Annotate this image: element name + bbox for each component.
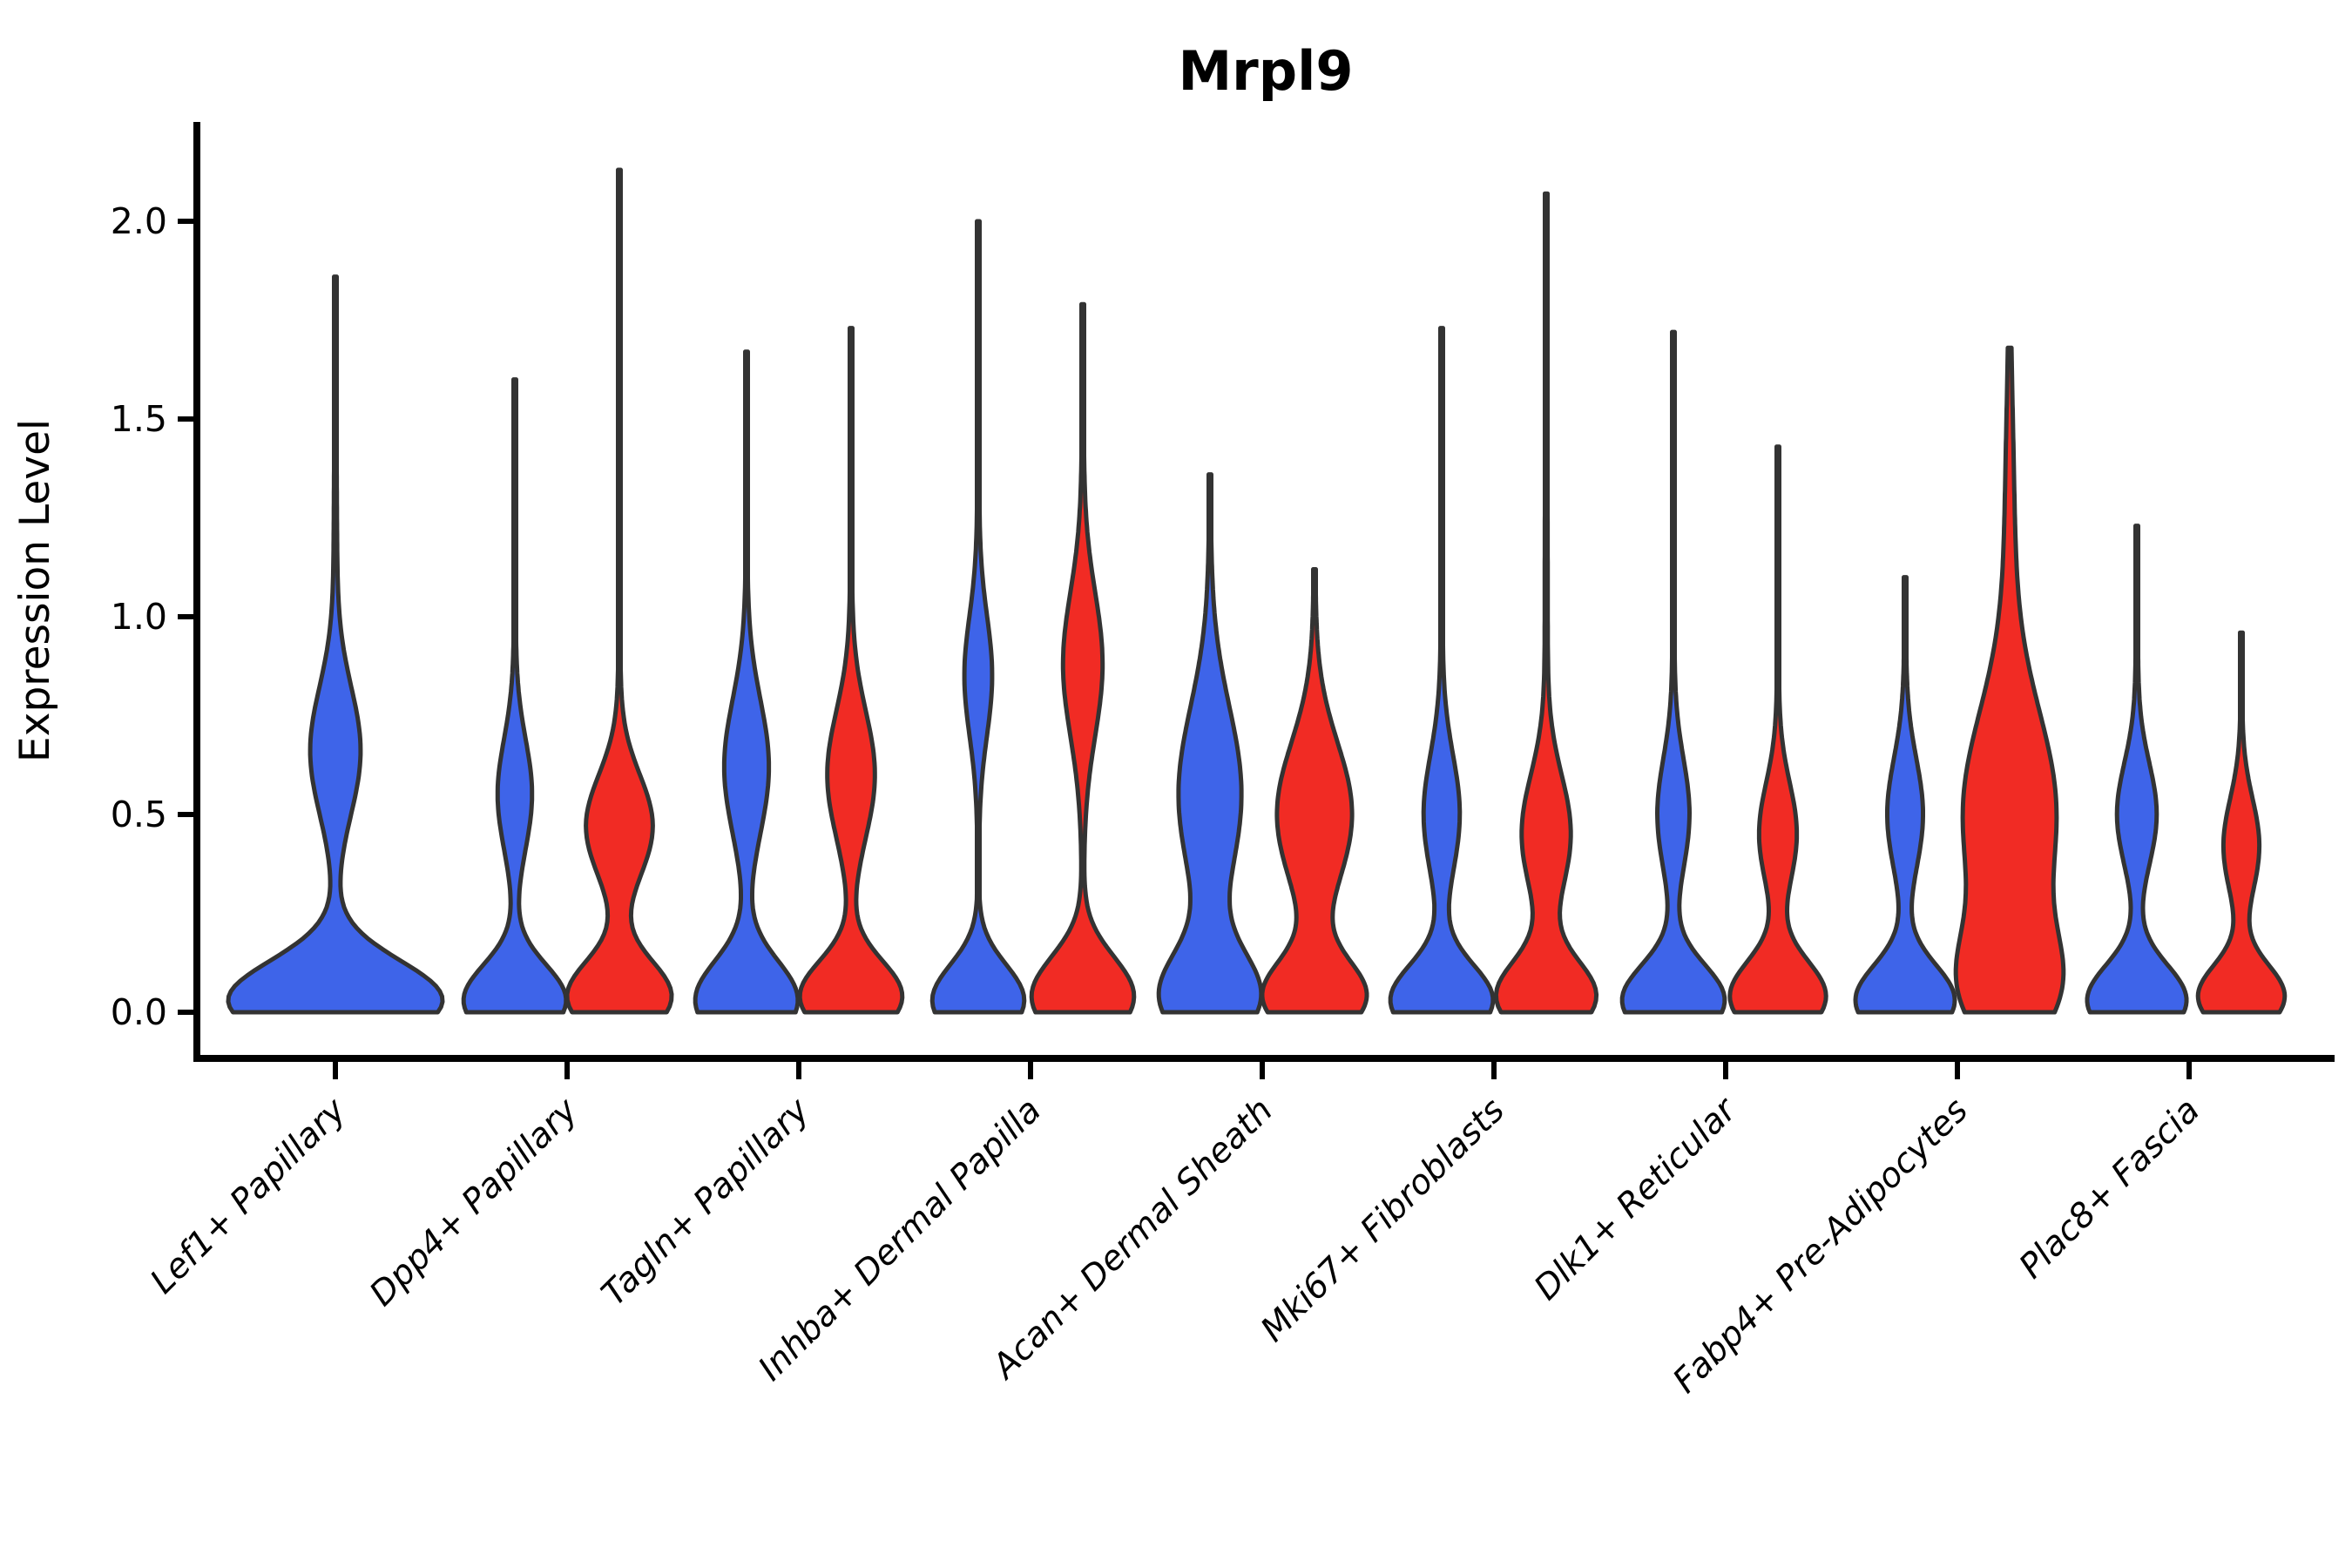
y-tick-label: 0.0 bbox=[111, 991, 167, 1033]
violin-red-acan-dermal-sheath bbox=[1260, 567, 1369, 1015]
violin-red-dlk1-reticular bbox=[1727, 444, 1828, 1015]
x-category-label: Dlk1+ Reticular bbox=[1527, 1089, 1746, 1308]
x-category-label: Plac8+ Fascia bbox=[2012, 1091, 2207, 1286]
violin-blue-dpp4-papillary bbox=[461, 377, 569, 1015]
x-tick-labels: Lef1+ Papillary Dpp4+ Papillary Tagln+ Pap… bbox=[143, 1089, 2207, 1401]
violin-blue-inhba-dermal-papilla bbox=[929, 219, 1027, 1015]
violin-red-dpp4-papillary bbox=[564, 167, 674, 1015]
x-category-label: Dpp4+ Papillary bbox=[362, 1091, 586, 1315]
y-tick-label: 1.0 bbox=[111, 596, 167, 638]
x-category-label: Tagln+ Papillary bbox=[594, 1091, 817, 1314]
violin-blue-mki67-fibroblasts bbox=[1388, 326, 1496, 1015]
y-tick-label: 2.0 bbox=[111, 200, 167, 242]
y-tick-label: 0.5 bbox=[111, 794, 167, 835]
y-axis-label: Expression Level bbox=[11, 419, 59, 762]
violin-blue-dlk1-reticular bbox=[1619, 329, 1727, 1015]
axes-layer bbox=[178, 122, 2335, 1079]
violin-red-inhba-dermal-papilla bbox=[1029, 301, 1137, 1015]
violin-red-tagln-papillary bbox=[797, 326, 905, 1015]
violin-blue-acan-dermal-sheath bbox=[1156, 472, 1264, 1015]
violins-layer bbox=[226, 167, 2288, 1015]
violin-red-fabp4-pre-adipocytes bbox=[1953, 345, 2066, 1015]
y-tick-label: 1.5 bbox=[111, 398, 167, 440]
chart-title: Mrpl9 bbox=[1178, 39, 1353, 103]
y-tick-labels: 0.0 0.5 1.0 1.5 2.0 bbox=[111, 200, 167, 1033]
x-category-label: Mki67+ Fibroblasts bbox=[1254, 1091, 1512, 1349]
violin-blue-plac8-fascia bbox=[2085, 524, 2189, 1015]
violin-blue-fabp4-pre-adipocytes bbox=[1853, 575, 1957, 1015]
violin-blue-lef1-papillary bbox=[226, 274, 445, 1015]
violin-red-mki67-fibroblasts bbox=[1493, 191, 1599, 1015]
violin-blue-tagln-papillary bbox=[693, 349, 801, 1015]
x-category-label: Lef1+ Papillary bbox=[143, 1091, 355, 1302]
violin-red-plac8-fascia bbox=[2195, 630, 2288, 1015]
